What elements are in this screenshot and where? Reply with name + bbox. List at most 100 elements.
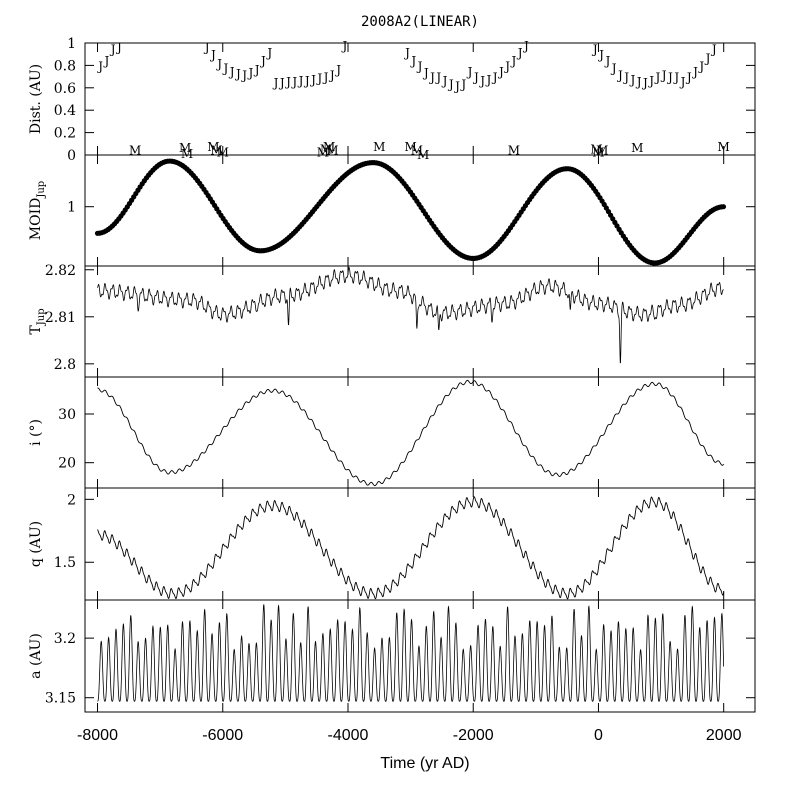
x-tick-label-1: -6000 [202, 727, 243, 744]
series-line-q [97, 496, 725, 600]
dist-marker-J-60: J [672, 71, 679, 85]
panel-q: 1.5 2 q (AU) [28, 487, 756, 601]
dist-marker-J-40: J [484, 73, 491, 87]
dist-marker-J-25: J [334, 63, 341, 77]
dist-marker-J-4: J [203, 40, 210, 54]
y-tick-label-dist-1: 0.2 [54, 126, 76, 142]
dist-marker-J-17: J [284, 75, 291, 89]
x-tick-label-3: -2000 [453, 727, 494, 744]
dist-marker-J-16: J [278, 76, 285, 90]
y-axis-label-a: a (AU) [28, 633, 44, 679]
y-tick-label-moid-0: 1 [67, 200, 76, 216]
dist-marker-J-26: J [340, 39, 347, 53]
series-line-inclination [97, 379, 725, 487]
dist-marker-J-33: J [441, 74, 448, 88]
dist-marker-M-12: M [411, 143, 423, 157]
dist-marker-J-50: J [610, 62, 617, 76]
dist-marker-J-35: J [453, 80, 460, 94]
panel-frame-tjup [84, 265, 756, 378]
x-tick-label-5: 2000 [706, 727, 742, 744]
dist-marker-J-1: J [103, 54, 110, 68]
dist-marker-J-28: J [409, 54, 416, 68]
chart-title: 2008A2(LINEAR) [361, 14, 479, 30]
dist-marker-J-45: J [516, 46, 523, 60]
dist-marker-J-39: J [478, 74, 485, 88]
dist-marker-J-48: J [597, 48, 604, 62]
dist-marker-M-9: M [326, 143, 338, 157]
dist-marker-M-11: M [404, 140, 416, 154]
x-tick-label-0: -8000 [77, 727, 118, 744]
dist-marker-M-3: M [207, 140, 219, 154]
dist-marker-J-27: J [403, 46, 410, 60]
x-axis-label: Time (yr AD) [380, 755, 469, 772]
dist-marker-J-66: J [710, 43, 717, 57]
panel-frame-moid [84, 154, 756, 267]
series-line-a [97, 604, 725, 702]
dist-marker-J-0: J [96, 59, 103, 73]
dist-marker-M-0: M [129, 143, 141, 157]
dist-marker-J-42: J [497, 65, 504, 79]
y-tick-label-dist-3: 0.6 [54, 81, 76, 97]
dist-marker-J-13: J [259, 54, 266, 68]
dist-marker-J-49: J [603, 54, 610, 68]
x-tick-label-2: -4000 [328, 727, 369, 744]
panel-frame-a [84, 599, 756, 713]
dist-marker-J-21: J [309, 73, 316, 87]
dist-marker-J-23: J [322, 71, 329, 85]
panel-frame-incl [84, 376, 756, 489]
dist-marker-J-30: J [422, 66, 429, 80]
dist-marker-M-10: M [373, 140, 385, 154]
y-axis-label-dist: Dist. (AU) [28, 64, 44, 134]
y-tick-label-tjup-1: 2.81 [45, 310, 76, 326]
dist-marker-J-9: J [234, 67, 241, 81]
dist-marker-J-11: J [247, 66, 254, 80]
dist-marker-J-41: J [491, 71, 498, 85]
y-tick-label-a-1: 3.2 [54, 631, 76, 647]
panel-a: 3.15 3.2 a (AU) [28, 599, 756, 713]
dist-marker-J-5: J [209, 48, 216, 62]
dist-marker-M-1: M [179, 141, 191, 155]
dist-marker-J-22: J [315, 72, 322, 86]
dist-marker-J-31: J [428, 71, 435, 85]
dist-marker-J-12: J [253, 63, 260, 77]
panel-frame-q [84, 487, 756, 601]
dist-marker-J-59: J [666, 71, 673, 85]
y-axis-label-tjup: TJup [28, 308, 47, 334]
dist-marker-J-8: J [228, 65, 235, 79]
dist-marker-J-29: J [416, 59, 423, 73]
y-tick-label-dist-0: 0 [67, 148, 76, 164]
panel-incl: 20 30 i (°) [28, 376, 756, 489]
y-tick-label-dist-4: 0.8 [54, 58, 76, 74]
dist-marker-J-51: J [616, 68, 623, 82]
y-tick-label-tjup-2: 2.82 [45, 263, 76, 279]
dist-marker-M-5: M [217, 146, 229, 160]
dist-marker-M-15: M [590, 142, 602, 156]
series-line-tjup [97, 266, 724, 364]
dist-marker-J-37: J [466, 65, 473, 79]
dist-marker-J-52: J [622, 71, 629, 85]
dist-marker-M-2: M [181, 147, 193, 161]
y-tick-label-q-0: 1.5 [54, 555, 76, 571]
dist-marker-J-19: J [297, 74, 304, 88]
y-axis-label-q: q (AU) [28, 521, 44, 567]
dist-marker-J-44: J [510, 54, 517, 68]
panel-tjup: 2.8 2.81 2.82 TJup [28, 263, 756, 378]
dist-marker-J-55: J [641, 76, 648, 90]
dist-marker-J-6: J [215, 57, 222, 71]
dist-marker-M-18: M [631, 141, 643, 155]
y-tick-label-incl-0: 20 [58, 456, 76, 472]
dist-marker-J-24: J [328, 68, 335, 82]
panel-moid: 1 MOIDJup [28, 154, 756, 267]
dist-marker-M-14: M [508, 143, 520, 157]
y-tick-label-dist-5: 1 [67, 36, 76, 52]
dist-marker-J-15: J [272, 76, 279, 90]
dist-marker-M-16: M [592, 146, 604, 160]
dist-marker-J-61: J [679, 75, 686, 89]
x-axis: -8000 -6000 -4000 -2000 0 2000 [77, 727, 742, 744]
dist-marker-J-62: J [685, 71, 692, 85]
dist-marker-J-34: J [447, 77, 454, 91]
y-tick-label-dist-2: 0.4 [54, 103, 76, 119]
dist-marker-J-18: J [290, 75, 297, 89]
